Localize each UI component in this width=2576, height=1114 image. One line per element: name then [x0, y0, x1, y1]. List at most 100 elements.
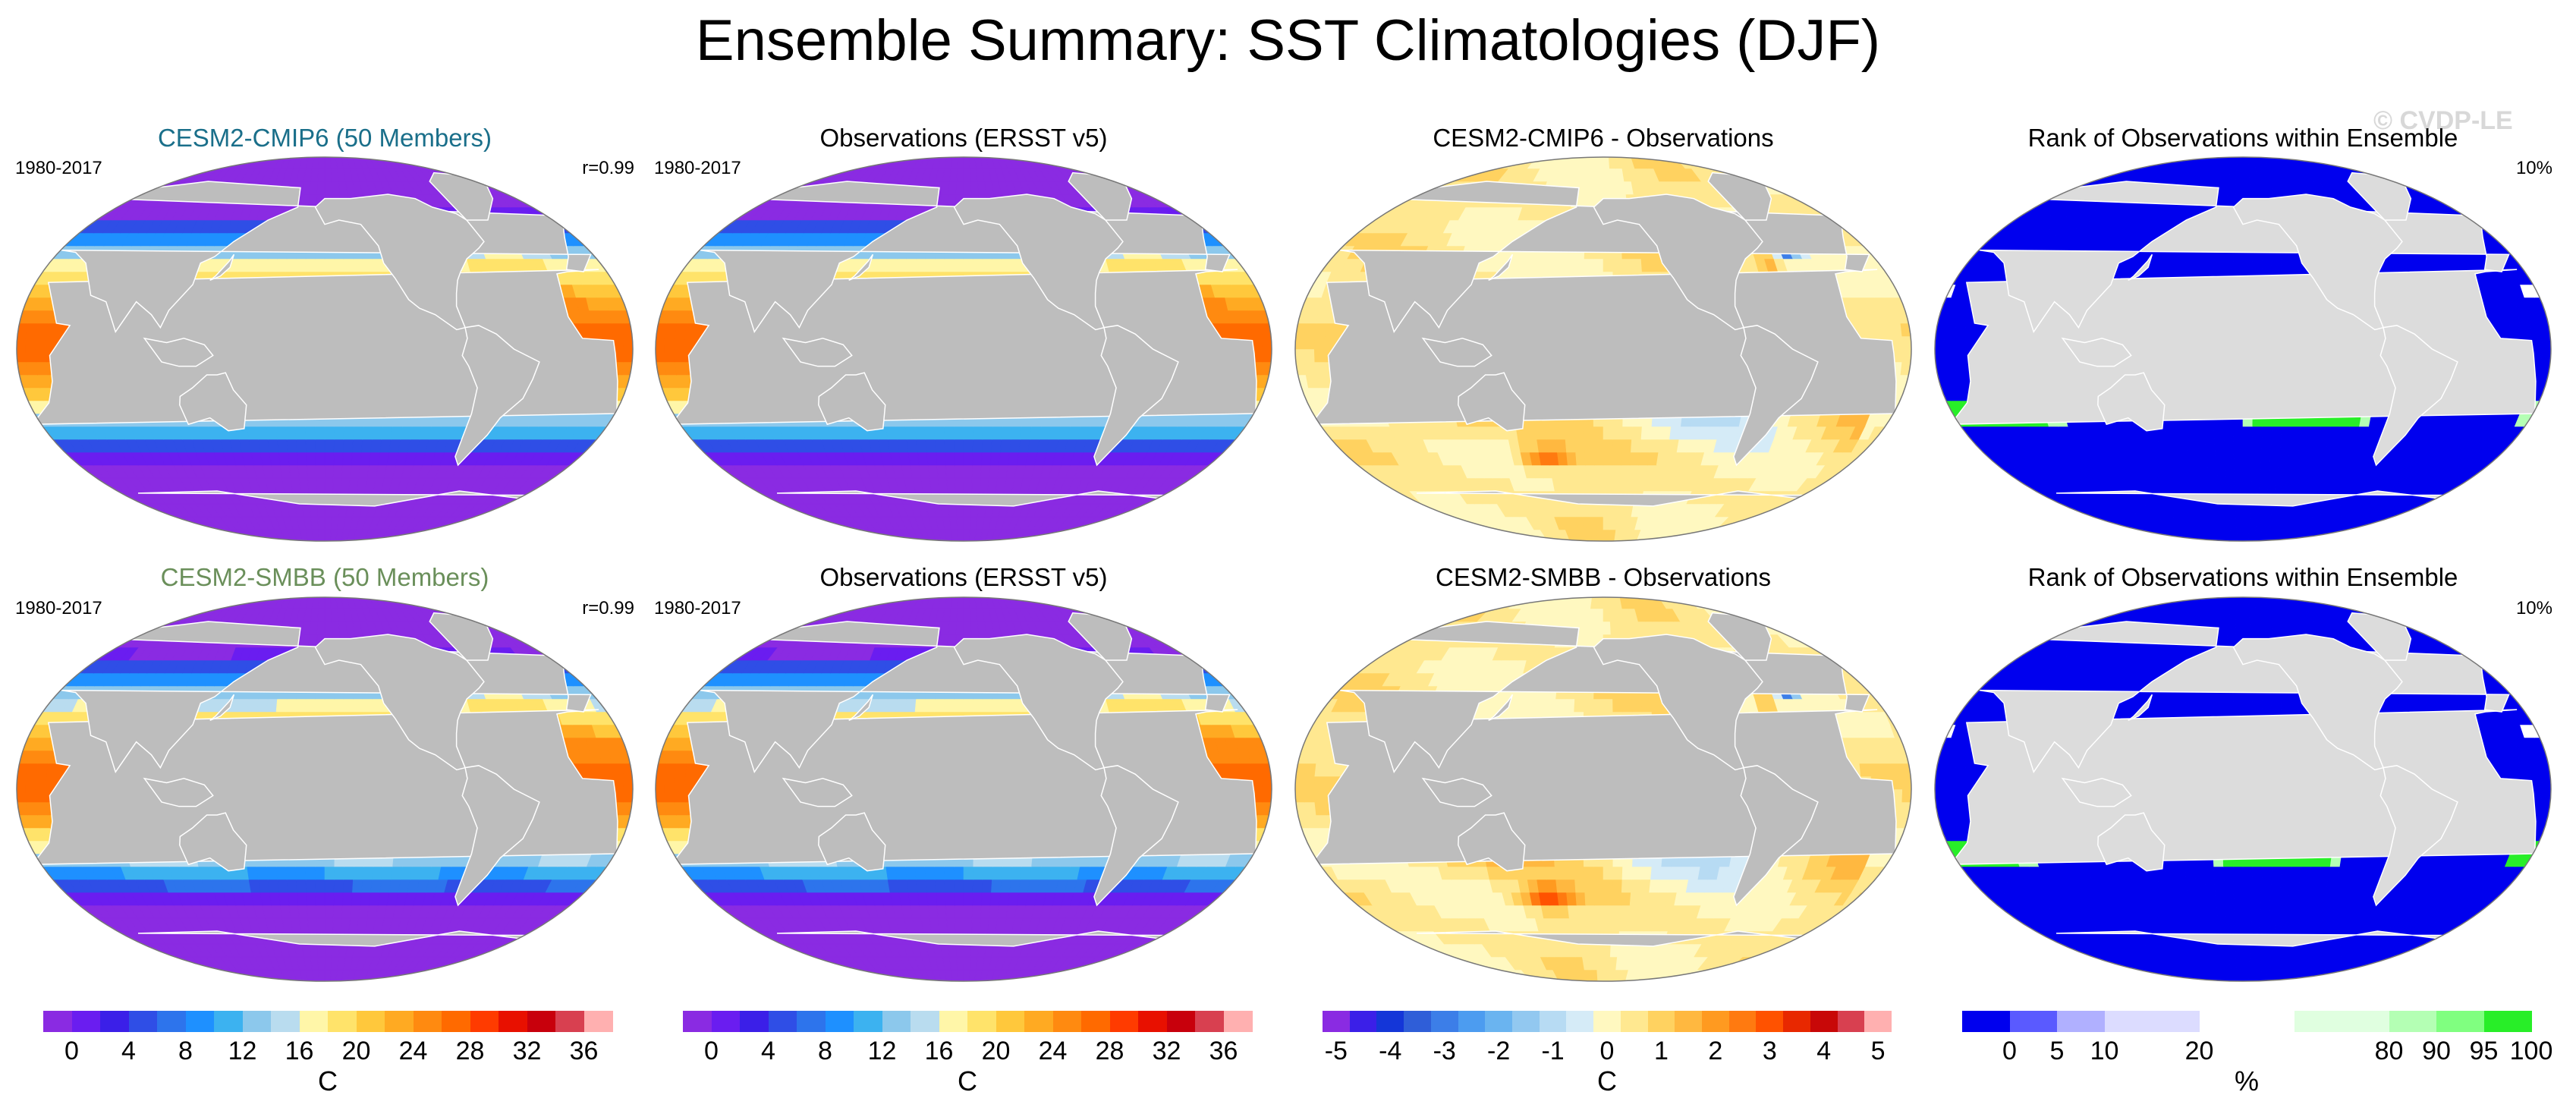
grid-cell [114, 516, 143, 530]
grid-cell [675, 361, 687, 376]
grid-cell [1088, 529, 1116, 541]
grid-cell [324, 516, 332, 530]
grid-cell [955, 181, 964, 195]
grid-cell [433, 529, 458, 541]
grid-cell [528, 194, 552, 208]
grid-cell [1000, 439, 1011, 453]
grid-cell [1347, 477, 1370, 492]
grid-cell [1093, 529, 1122, 541]
grid-cell [527, 503, 553, 518]
grid-cell [936, 464, 947, 479]
grid-cell [1544, 258, 1556, 272]
grid-cell [256, 426, 269, 440]
ocean-field [656, 157, 1272, 541]
grid-cell [1659, 426, 1672, 440]
grid-cell [824, 157, 850, 169]
grid-cell [1565, 439, 1576, 453]
grid-cell [929, 477, 940, 492]
grid-cell [1001, 258, 1013, 272]
grid-cell [1159, 503, 1184, 518]
grid-cell [897, 439, 909, 453]
grid-cell [728, 490, 753, 505]
grid-cell [1603, 516, 1611, 530]
grid-cell [885, 258, 898, 272]
grid-cell [1557, 452, 1568, 466]
grid-cell [299, 477, 310, 492]
grid-cell [1805, 503, 1832, 518]
grid-cell [1414, 529, 1445, 541]
grid-cell [750, 503, 776, 518]
grid-cell [487, 168, 514, 182]
grid-cell [35, 335, 47, 350]
grid-cell [590, 323, 603, 337]
grid-cell [1220, 452, 1241, 466]
grid-cell [121, 168, 149, 182]
grid-cell [98, 194, 121, 208]
grid-cell [940, 181, 950, 195]
grid-cell [1611, 464, 1621, 479]
grid-cell [332, 464, 343, 479]
grid-cell [735, 503, 762, 518]
grid-cell [1167, 490, 1190, 505]
grid-cell [805, 157, 834, 169]
grid-cell [1093, 157, 1122, 169]
grid-cell [301, 503, 311, 518]
grid-cell [290, 477, 301, 492]
grid-cell [469, 516, 494, 530]
grid-cell [934, 426, 945, 440]
grid-cell [68, 206, 91, 221]
grid-cell [483, 157, 514, 169]
grid-cell [266, 426, 278, 440]
grid-cell [25, 323, 38, 337]
grid-cell [1313, 348, 1326, 363]
grid-cell [1814, 490, 1838, 505]
grid-cell [1585, 464, 1596, 479]
grid-cell [737, 490, 760, 505]
grid-cell [1593, 452, 1604, 466]
panel-title: CESM2-CMIP6 - Observations [1433, 124, 1774, 152]
grid-cell [1829, 477, 1851, 492]
grid-cell [475, 168, 501, 182]
grid-cell [981, 439, 992, 453]
grid-cell [166, 529, 195, 541]
grid-cell [1088, 157, 1116, 169]
grid-cell [114, 168, 143, 182]
grid-cell [1621, 452, 1631, 466]
grid-cell [275, 426, 288, 440]
grid-cell [619, 374, 633, 389]
grid-cell [1785, 516, 1814, 530]
grid-cell [612, 323, 624, 337]
grid-cell [1114, 168, 1140, 182]
grid-cell [1020, 426, 1032, 440]
grid-cell [1197, 477, 1220, 492]
grid-cell [1083, 157, 1109, 169]
grid-cell [25, 335, 37, 350]
grid-cell [953, 426, 964, 440]
grid-cell [558, 206, 581, 221]
grid-cell [1121, 529, 1153, 541]
grid-cell [948, 181, 958, 195]
grid-cell [454, 529, 483, 541]
grid-cell [1772, 516, 1801, 530]
grid-cell [550, 206, 572, 221]
grid-cell [1110, 529, 1140, 541]
grid-cell [991, 439, 1002, 453]
grid-cell [307, 464, 317, 479]
grid-cell [1159, 181, 1184, 195]
grid-cell [306, 452, 316, 466]
grid-cell [1587, 503, 1597, 518]
grid-cell [1099, 157, 1128, 169]
grid-cell [1544, 426, 1556, 440]
grid-cell [1640, 439, 1651, 453]
grid-cell [121, 516, 149, 530]
grid-cell [837, 529, 861, 541]
grid-cell [172, 529, 200, 541]
grid-cell [1586, 477, 1596, 492]
grid-cell [334, 258, 344, 272]
grid-cell [914, 258, 926, 272]
grid-cell [135, 516, 162, 530]
grid-cell [830, 529, 855, 541]
grid-cell [794, 516, 819, 530]
grid-cell [449, 157, 477, 169]
grid-cell [1368, 490, 1392, 505]
